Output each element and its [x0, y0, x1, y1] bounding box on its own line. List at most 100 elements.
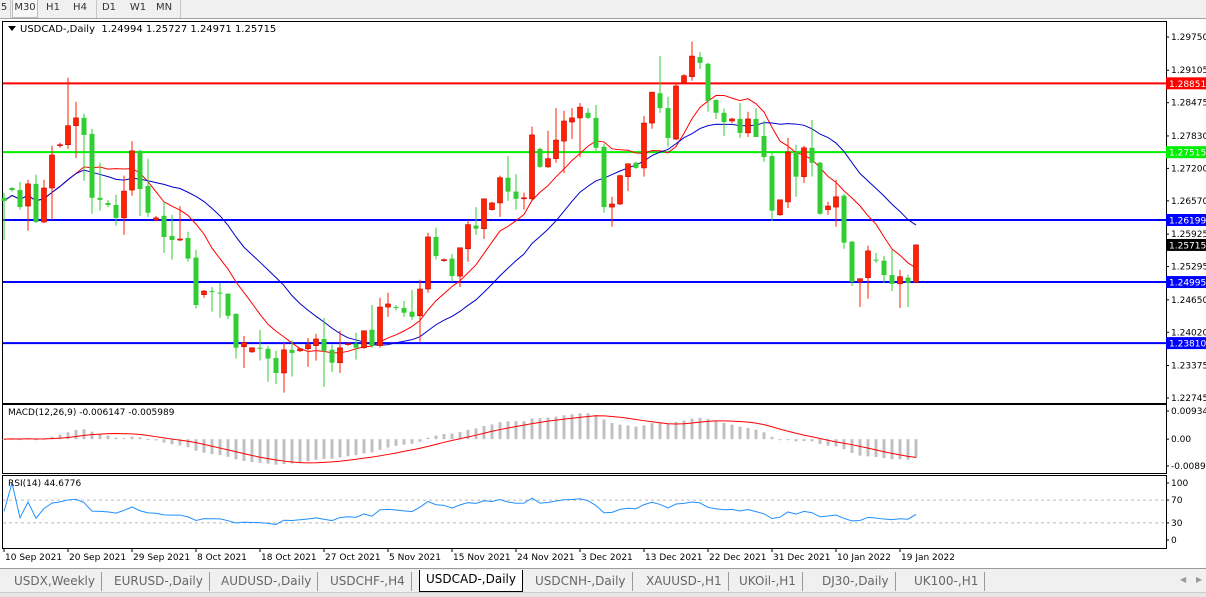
- macd-panel[interactable]: [2, 404, 1167, 474]
- tab-eurusd-daily[interactable]: EURUSD-,Daily: [108, 572, 210, 591]
- candle-body: [665, 108, 671, 139]
- candle: [801, 145, 807, 183]
- candle-body: [809, 147, 815, 163]
- candle-body: [129, 150, 135, 191]
- candle-body: [697, 57, 703, 63]
- candle: [569, 108, 575, 140]
- chart-header: USDCAD-,Daily 1.24994 1.25727 1.24971 1.…: [8, 24, 276, 35]
- timeframe-mn-button[interactable]: MN: [155, 2, 173, 13]
- macd-histogram-bar: [194, 439, 198, 451]
- candle: [185, 231, 191, 262]
- macd-histogram-bar: [586, 413, 590, 440]
- candle: [577, 102, 583, 158]
- candle: [553, 108, 559, 163]
- tab-audusd-daily[interactable]: AUDUSD-,Daily: [215, 572, 319, 591]
- candle-body: [305, 344, 311, 350]
- macd-histogram-bar: [514, 421, 518, 440]
- scroll-right-icon[interactable]: ▶: [1196, 575, 1203, 584]
- macd-histogram-bar: [154, 439, 158, 441]
- macd-histogram-bar: [162, 439, 166, 443]
- candle-body: [569, 117, 575, 123]
- chart-canvas[interactable]: 1.29750 1.29105 1.28475 1.27830 1.27200 1.265…: [0, 0, 1206, 568]
- tab-usdx-weekly[interactable]: USDX,Weekly: [8, 572, 102, 591]
- candle: [377, 297, 383, 348]
- candle: [633, 161, 639, 169]
- candle: [361, 330, 367, 349]
- scroll-left-icon[interactable]: ◀: [1180, 575, 1187, 584]
- tab-xauusd-h1[interactable]: XAUUSD-,H1: [640, 572, 729, 591]
- candle: [417, 279, 423, 342]
- candle: [425, 232, 431, 293]
- candle: [409, 290, 415, 320]
- macd-histogram-bar: [170, 439, 174, 445]
- candle-body: [49, 154, 55, 189]
- candle-body: [417, 288, 423, 317]
- candle: [81, 113, 87, 181]
- candle-body: [33, 183, 39, 223]
- date-tick-label: 29 Sep 2021: [133, 553, 190, 563]
- candle: [49, 145, 55, 220]
- candle: [729, 117, 735, 124]
- candle-body: [361, 330, 367, 349]
- macd-histogram-bar: [410, 439, 414, 444]
- candle: [521, 192, 527, 210]
- candle: [913, 244, 919, 284]
- timeframe-d1-button[interactable]: D1: [101, 2, 117, 13]
- price-tick-label: 1.24020: [1171, 328, 1206, 338]
- triangle-down-icon[interactable]: [8, 26, 16, 31]
- date-tick-label: 5 Nov 2021: [389, 553, 441, 563]
- candle-body: [769, 156, 775, 211]
- tab-usdchf-h4[interactable]: USDCHF-,H4: [324, 572, 412, 591]
- candle: [681, 74, 687, 84]
- candle: [617, 174, 623, 206]
- macd-histogram-bar: [314, 439, 318, 460]
- candle-body: [321, 338, 327, 351]
- candle: [401, 300, 407, 317]
- rsi-panel[interactable]: [2, 475, 1167, 549]
- candle: [297, 347, 303, 352]
- timeframe-m30-button[interactable]: M30: [12, 0, 38, 18]
- macd-histogram-bar: [74, 430, 78, 440]
- candle-body: [553, 139, 559, 159]
- macd-histogram-bar: [450, 433, 454, 440]
- candle-body: [9, 187, 15, 191]
- candle-body: [89, 133, 95, 198]
- timeframe-h4-button[interactable]: H4: [73, 2, 87, 13]
- macd-histogram-bar: [346, 439, 350, 457]
- timeframe-w1-button[interactable]: W1: [129, 2, 147, 13]
- candle-body: [409, 311, 415, 317]
- candle-body: [857, 278, 863, 283]
- timeframe-m5-button[interactable]: 5: [0, 2, 8, 13]
- candle-body: [105, 202, 111, 206]
- price-tick-label: 1.27200: [1171, 164, 1206, 174]
- candle-body: [241, 342, 247, 348]
- candle-body: [233, 313, 239, 348]
- price-tick-label: 1.23375: [1171, 362, 1206, 372]
- candle: [505, 156, 511, 201]
- macd-histogram-bar: [762, 432, 766, 440]
- price-tick-label: 1.22745: [1171, 394, 1206, 404]
- candle-body: [121, 190, 127, 219]
- tab-dj30-daily[interactable]: DJ30-,Daily: [816, 572, 896, 591]
- candle-body: [673, 85, 679, 140]
- candle-body: [561, 120, 567, 142]
- price-panel[interactable]: [2, 21, 1167, 404]
- tab-ukoil-h1[interactable]: UKOil-,H1: [733, 572, 803, 591]
- macd-tick-label: 0.009345: [1171, 407, 1206, 417]
- moving-average-fast-line: [3, 94, 917, 354]
- tab-usdcad-daily[interactable]: USDCAD-,Daily: [419, 570, 523, 592]
- divider: [10, 0, 11, 18]
- macd-histogram-bar: [746, 427, 750, 440]
- tab-uk100-h1[interactable]: UK100-,H1: [908, 572, 986, 591]
- timeframe-h1-button[interactable]: H1: [46, 2, 60, 13]
- candle: [833, 179, 839, 227]
- macd-histogram-bar: [378, 439, 382, 450]
- rsi-tick-label: 70: [1171, 496, 1183, 506]
- macd-histogram-bar: [386, 439, 390, 448]
- candle: [129, 141, 135, 196]
- price-tick-label: 1.29105: [1171, 66, 1206, 76]
- macd-histogram-bar: [82, 429, 86, 440]
- tab-usdcnh-daily[interactable]: USDCNH-,Daily: [529, 572, 633, 591]
- macd-histogram-bar: [58, 434, 62, 440]
- candle-body: [353, 343, 359, 348]
